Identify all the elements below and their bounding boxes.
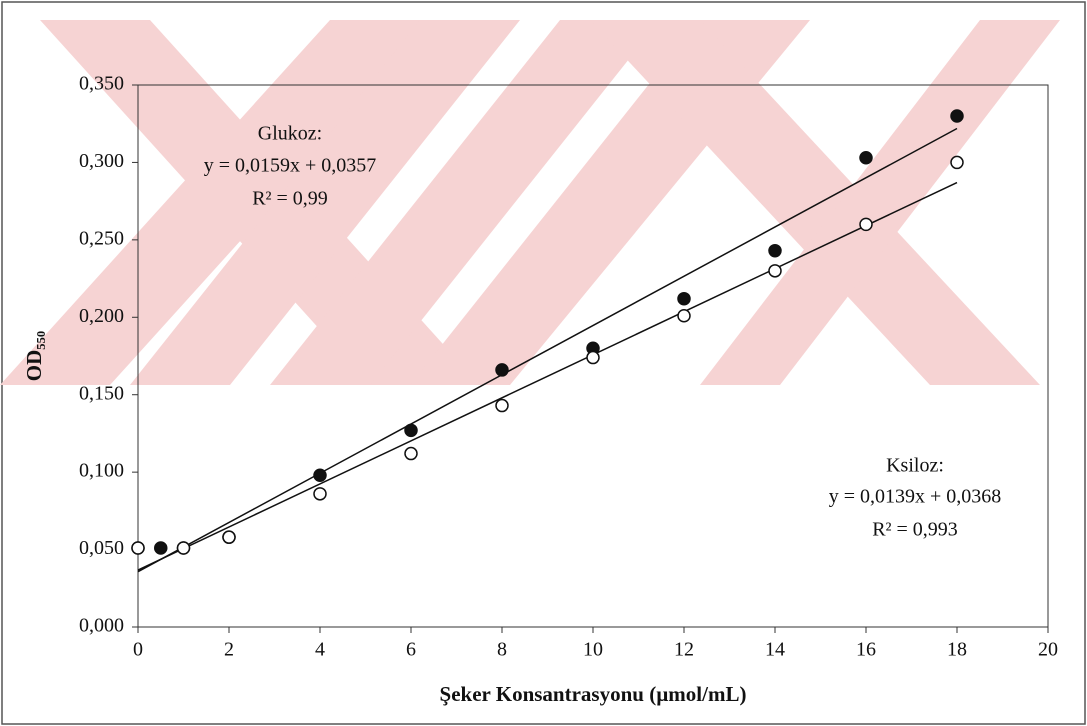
point bbox=[677, 308, 691, 323]
x-tick-label: 18 bbox=[947, 639, 967, 661]
y-tick-label: 0,250 bbox=[79, 227, 124, 249]
y-axis-title: OD₅₅₀ bbox=[22, 331, 46, 381]
x-axis-title: Şeker Konsantrasyonu (µmol/mL) bbox=[440, 682, 747, 706]
point bbox=[404, 446, 418, 461]
trendline bbox=[137, 127, 958, 573]
annotation: R² = 0,99 bbox=[252, 188, 328, 210]
x-tick-label: 12 bbox=[674, 639, 694, 661]
y-tick-label: 0,350 bbox=[79, 73, 124, 95]
x-tick-label: 4 bbox=[315, 639, 325, 661]
point bbox=[313, 487, 327, 501]
watermark bbox=[0, 20, 1060, 385]
x-tick-label: 14 bbox=[765, 639, 785, 661]
annotation: Ksiloz: bbox=[886, 455, 944, 477]
x-tick-label: 16 bbox=[856, 639, 876, 661]
point bbox=[222, 530, 236, 544]
point bbox=[859, 217, 873, 232]
point bbox=[176, 541, 191, 555]
point bbox=[677, 291, 691, 306]
y-tick-label: 0,000 bbox=[79, 615, 124, 637]
annotation: Glukoz: bbox=[258, 123, 322, 145]
trendline bbox=[137, 181, 958, 571]
point bbox=[131, 541, 145, 555]
x-tick-label: 0 bbox=[133, 639, 143, 661]
x-tick-label: 2 bbox=[224, 639, 234, 661]
y-tick-label: 0,200 bbox=[79, 305, 124, 327]
point bbox=[950, 109, 964, 123]
x-tick-label: 10 bbox=[583, 639, 603, 661]
point bbox=[950, 155, 964, 170]
y-tick-label: 0,150 bbox=[79, 382, 124, 404]
point bbox=[404, 423, 418, 438]
point bbox=[768, 243, 782, 258]
point bbox=[768, 264, 782, 278]
annotation: y = 0,0159x + 0,0357 bbox=[204, 155, 377, 177]
annotation: y = 0,0139x + 0,0368 bbox=[829, 486, 1002, 508]
x-tick-label: 8 bbox=[497, 639, 507, 661]
annotation: R² = 0,993 bbox=[872, 519, 958, 541]
point bbox=[586, 350, 600, 365]
x-tick-label: 6 bbox=[406, 639, 416, 661]
point bbox=[495, 398, 509, 413]
point bbox=[313, 468, 327, 482]
y-tick-label: 0,300 bbox=[79, 150, 124, 172]
y-tick-label: 0,100 bbox=[79, 460, 124, 482]
y-tick-label: 0,050 bbox=[79, 537, 124, 559]
point bbox=[154, 541, 168, 555]
point bbox=[495, 363, 509, 377]
x-tick-label: 20 bbox=[1038, 639, 1058, 661]
point bbox=[859, 151, 873, 165]
